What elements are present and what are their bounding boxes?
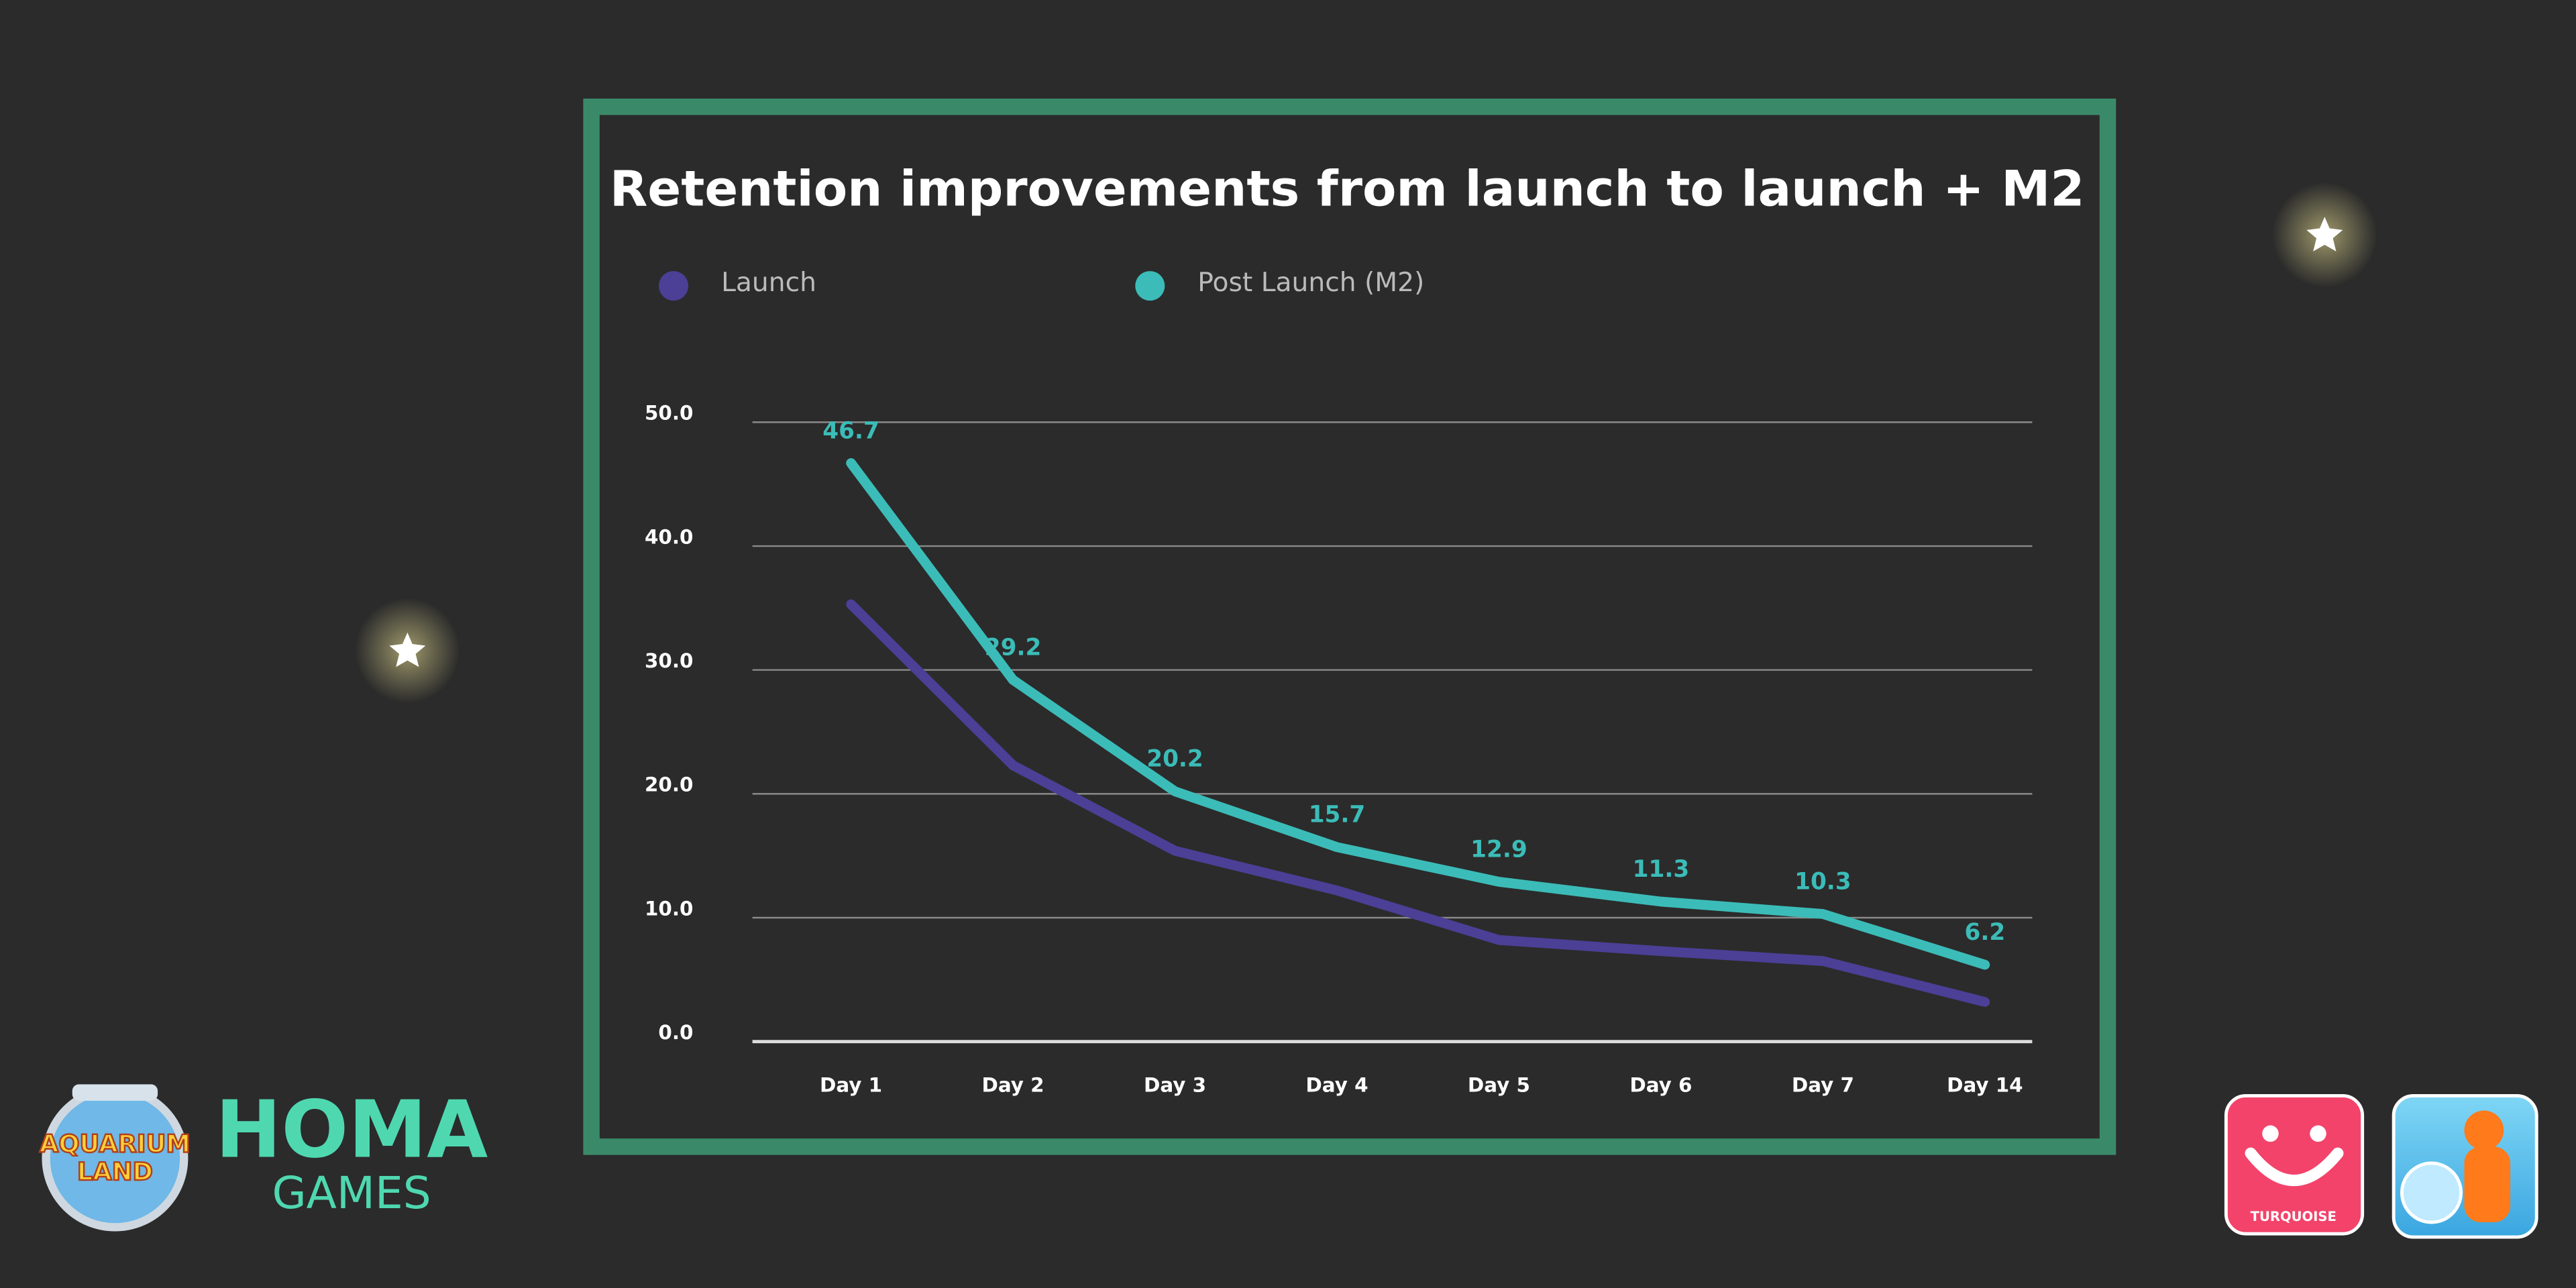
x-tick-label: Day 3 <box>1144 1073 1206 1096</box>
x-tick-label: Day 4 <box>1305 1073 1368 1096</box>
x-tick-label: Day 1 <box>820 1073 882 1096</box>
data-label: 46.7 <box>822 417 879 444</box>
data-label: 12.9 <box>1470 836 1527 863</box>
icon-eye <box>2262 1125 2279 1142</box>
y-tick-label: 40.0 <box>645 525 693 548</box>
y-tick-label: 30.0 <box>645 649 693 672</box>
data-label: 15.7 <box>1309 802 1366 828</box>
company-subname: GAMES <box>272 1167 431 1219</box>
icon-bowl <box>2400 1161 2463 1224</box>
company-name: HOMA <box>215 1083 488 1175</box>
legend-marker <box>659 271 689 301</box>
series-line <box>846 599 1990 1007</box>
game-logo-text: LAND <box>77 1157 153 1186</box>
x-tick-label: Day 7 <box>1792 1073 1854 1096</box>
icon-eye <box>2310 1125 2326 1142</box>
y-tick-label: 10.0 <box>645 897 693 920</box>
x-tick-label: Day 14 <box>1947 1073 2023 1096</box>
legend-label: Post Launch (M2) <box>1197 268 1424 298</box>
app-icon-label: TURQUOISE <box>2251 1209 2337 1224</box>
legend-label: Launch <box>721 268 816 298</box>
x-tick-label: Day 2 <box>981 1073 1044 1096</box>
y-tick-label: 20.0 <box>645 773 693 796</box>
data-label: 20.2 <box>1146 746 1203 773</box>
icon-smile <box>2245 1147 2344 1187</box>
x-tick-label: Day 5 <box>1468 1073 1530 1096</box>
icon-figure-head <box>2464 1110 2504 1150</box>
app-icon: TURQUOISE <box>2224 1094 2365 1236</box>
chart-frame <box>583 98 2116 1155</box>
series-line <box>846 458 1990 970</box>
legend-marker <box>1135 271 1165 301</box>
data-label: 10.3 <box>1794 868 1851 895</box>
star <box>2306 217 2343 252</box>
data-label: 11.3 <box>1633 856 1690 883</box>
icon-figure-body <box>2464 1146 2511 1223</box>
data-label: 29.2 <box>985 634 1042 661</box>
fishbowl-rim <box>72 1084 158 1101</box>
data-label: 6.2 <box>1965 919 2006 946</box>
chart-title: Retention improvements from launch to la… <box>610 161 2085 218</box>
plot: 0.0 10.0 20.0 30.0 40.0 50.0 Day 1 Day 2 Day 3 Da… <box>645 268 2033 1096</box>
y-tick-label: 0.0 <box>658 1021 693 1044</box>
y-tick-label: 50.0 <box>645 402 693 425</box>
game-logo: AQUARIUM LAND <box>39 1084 191 1232</box>
star <box>389 632 426 667</box>
app-icon <box>2392 1094 2538 1239</box>
x-tick-label: Day 6 <box>1629 1073 1692 1096</box>
app-icon-bg <box>2224 1094 2365 1236</box>
game-logo-text: AQUARIUM <box>40 1129 191 1158</box>
